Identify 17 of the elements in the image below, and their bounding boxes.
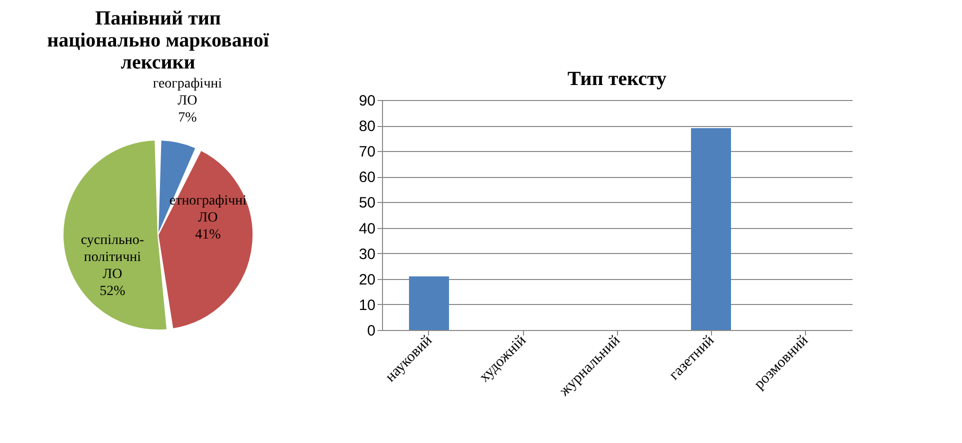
data-label: 41% [195,227,222,242]
y-tick-label: 40 [358,220,376,238]
y-tick-label: 0 [367,322,376,340]
y-tick-label: 30 [358,246,376,263]
y-tick-label: 60 [358,169,376,186]
slice-label: географічні ЛО [152,76,222,108]
chart-title: Тип тексту [567,68,667,90]
y-tick-label: 80 [358,118,376,136]
y-tick-label: 90 [358,92,376,110]
slice-label: суспільно-політичні ЛО [80,233,144,282]
chart-title: Панівний тип національно маркованої лексики [47,7,270,74]
y-tick-label: 10 [358,296,376,314]
data-label: 7% [178,110,198,126]
y-tick-label: 50 [358,194,376,212]
data-label: 52% [100,284,126,300]
y-tick-label: 20 [358,271,376,288]
y-tick-label: 70 [358,144,376,161]
